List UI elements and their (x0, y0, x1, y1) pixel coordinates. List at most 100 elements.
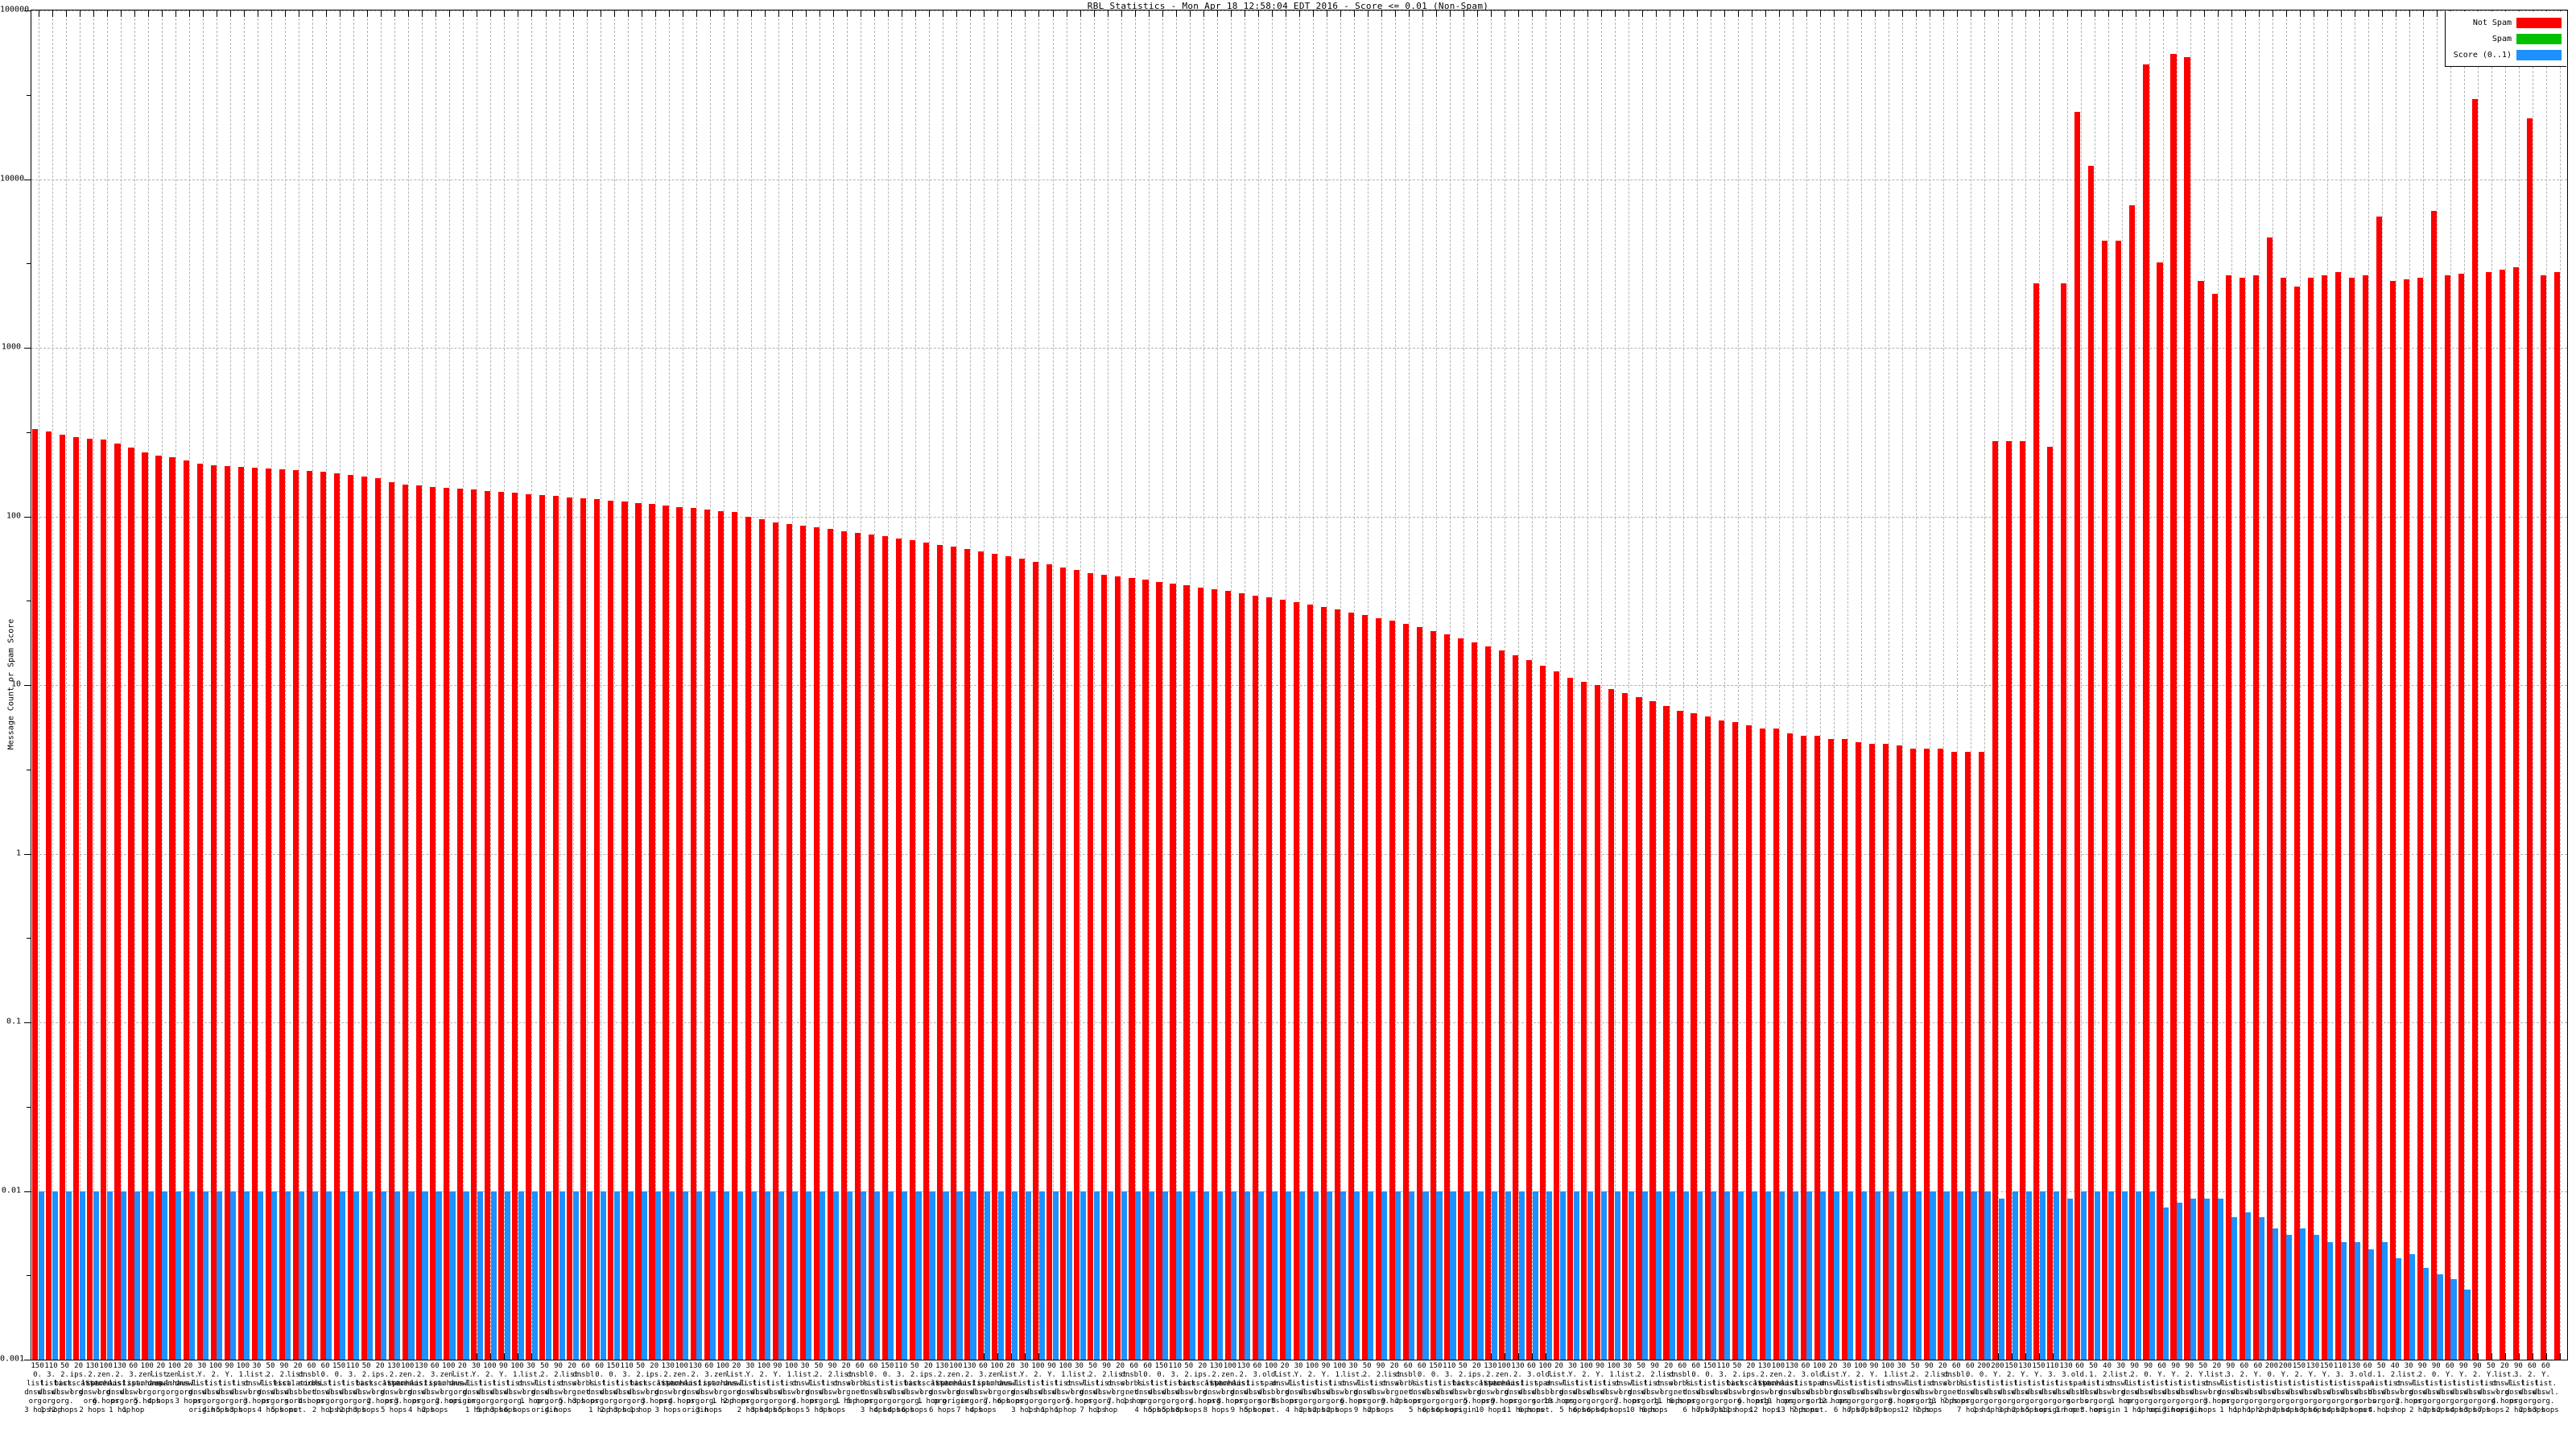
x-label-line: list. (2411, 1380, 2434, 1388)
bar-score (1943, 1191, 1950, 1360)
x-label-line: 2. (115, 1371, 125, 1379)
x-label-line: 2. (1307, 1371, 1317, 1379)
x-label-line: 20 (2500, 1362, 2509, 1370)
y-tick-minor (27, 1275, 31, 1277)
x-tick-label: 110 3. list. dnswl. org. 1 hop (27, 1362, 76, 1415)
x-label-line: org. (1481, 1397, 1500, 1406)
x-label-line: 90 (1650, 1362, 1660, 1370)
x-label-line: 4 hops (2285, 1406, 2313, 1414)
x-tick (2285, 10, 2287, 17)
x-label-line: org. (248, 1389, 266, 1397)
x-label-line: dnswl. (1901, 1389, 1929, 1397)
x-label-line: dnsbl. (1806, 1389, 1833, 1397)
x-tick-label: 100 2. list. dnswl. org. 5 hops (465, 1362, 514, 1415)
gridline-horizontal (31, 1191, 2567, 1192)
bar-not-spam (2143, 64, 2149, 1360)
x-label-line: Y. (2541, 1371, 2550, 1379)
gridline-horizontal (31, 516, 2567, 518)
bar-score (2341, 1241, 2347, 1360)
bar-score (1203, 1191, 1210, 1360)
x-label-line: 3. (2226, 1371, 2235, 1379)
bar-not-spam (745, 516, 751, 1360)
bar-score (161, 1191, 168, 1360)
x-label-line: origin (449, 1397, 476, 1406)
x-tick-label: 30 Y. list. dnswl. org. 6 hops (1823, 1362, 1871, 1415)
bar-score (1573, 1191, 1579, 1360)
x-label-line: 90 (773, 1362, 782, 1370)
x-label-line: 110 (44, 1362, 58, 1370)
x-label-line: 50 (1910, 1362, 1920, 1370)
x-label-line: 90 (2472, 1362, 2482, 1370)
x-tick (1463, 10, 1465, 17)
x-label-line: 50 (814, 1362, 824, 1370)
bar-score (2245, 1212, 2252, 1360)
x-label-line: net. (851, 1389, 869, 1397)
x-label-line: 2. (2130, 1371, 2140, 1379)
x-label-line: dnswl. (52, 1389, 78, 1397)
bar-not-spam (2020, 440, 2026, 1360)
x-label-line: org. (837, 1389, 855, 1397)
bar-score (381, 1191, 387, 1360)
bar-not-spam (114, 444, 121, 1360)
x-tick-label: 30 list. dnswl. org. 6 hops (1329, 1362, 1377, 1406)
x-label-line: dnswl. (243, 1380, 270, 1388)
x-label-line: 100 (167, 1362, 181, 1370)
bar-score (696, 1191, 703, 1360)
x-tick (175, 10, 176, 17)
x-label-line: 100 (1812, 1362, 1827, 1370)
x-label-line: org. (2166, 1397, 2185, 1406)
x-label-line: 8 hops (1203, 1406, 1230, 1414)
x-label-line: dnswl. (1518, 1389, 1545, 1397)
x-label-line: list. (2206, 1371, 2228, 1379)
x-tick-label: 130 2. list. dnswl. org. 4 hops (397, 1362, 445, 1415)
x-label-line: 60 (2075, 1362, 2084, 1370)
x-tick (312, 10, 314, 17)
x-label-line: dnswl. (1833, 1389, 1860, 1397)
x-label-line: 60 (1965, 1362, 1975, 1370)
x-tick-label: 150 Y. list. dnswl. org. 6 hops (2302, 1362, 2351, 1415)
x-label-line: list. (1315, 1380, 1337, 1388)
x-label-line: 4 hops (764, 1406, 791, 1414)
x-tick (915, 10, 917, 17)
x-label-line: dnsbl. (1257, 1389, 1285, 1397)
bar-score (449, 1191, 456, 1360)
x-label-line: dnswl. (2039, 1389, 2066, 1397)
x-label-line: 30 (1348, 1362, 1358, 1370)
bar-not-spam (840, 530, 847, 1360)
bar-score (1916, 1191, 1922, 1360)
bar-score (463, 1191, 469, 1360)
x-label-line: dnswl. (1038, 1389, 1065, 1397)
x-label-line: 200 (2264, 1362, 2279, 1370)
x-tick (2176, 10, 2178, 17)
bar-score (1546, 1191, 1552, 1360)
x-label-line: 3. (2349, 1371, 2359, 1379)
x-label-line: list. (2384, 1380, 2406, 1388)
x-label-line: 90 (2185, 1362, 2194, 1370)
x-tick-label: 30 Y. list. dnswl. org. 1 hop (452, 1362, 500, 1415)
bar-score (422, 1191, 428, 1360)
x-label-line: org. (1111, 1389, 1129, 1397)
x-label-line: dnswl. (1422, 1389, 1449, 1397)
x-label-line: dnswl. (2203, 1380, 2231, 1388)
bar-score (1655, 1191, 1662, 1360)
x-label-line: dnswl. (1011, 1389, 1038, 1397)
x-label-line: org. (1769, 1389, 1787, 1397)
x-tick-label: 50 2. list. dnswl. org. origin (1439, 1362, 1487, 1415)
x-label-line: org. (2386, 1397, 2404, 1406)
bar-not-spam (608, 500, 614, 1360)
x-tick-label: 100 zen. spamhaus. org. 10 hops (1754, 1362, 1802, 1406)
x-label-line: dnswl. (1847, 1389, 1874, 1397)
bar-not-spam (142, 452, 148, 1360)
x-label-line: dnswl. (1203, 1389, 1230, 1397)
bar-score (2190, 1199, 2197, 1360)
x-label-line: net. (2070, 1406, 2089, 1414)
x-label-line: 7 hops (1943, 1397, 1970, 1406)
x-label-line: origin (188, 1406, 216, 1414)
x-label-line: 60 (581, 1362, 591, 1370)
x-label-line: 2. (964, 1371, 974, 1379)
x-label-line: list. (739, 1380, 762, 1388)
bar-score (134, 1191, 140, 1360)
x-label-line: 4 hops (970, 1406, 997, 1414)
x-tick-label: 90 2. list. dnswl. org. 7 hops (1905, 1362, 1953, 1415)
x-label-line: 2. (937, 1371, 947, 1379)
